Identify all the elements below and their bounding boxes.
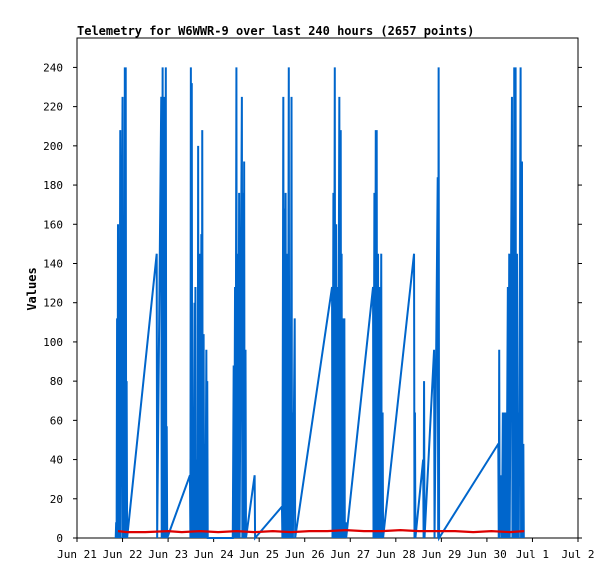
x-tick-label: Jun 28 bbox=[376, 548, 416, 561]
y-axis-label: Values bbox=[25, 267, 39, 310]
plot-area: Jun 21 Jun 22 Jun 23 Jun 24 Jun 25 Jun 26 Jun … bbox=[43, 37, 595, 561]
x-tick-label: Jun 22 bbox=[103, 548, 143, 561]
x-tick-label: Jun 25 bbox=[239, 548, 279, 561]
y-axis: 0 20 40 60 80 100 120 140 160 180 200 220 240 bbox=[43, 61, 582, 545]
y-tick-label: 220 bbox=[43, 101, 63, 114]
y-tick-label: 20 bbox=[50, 493, 63, 506]
x-tick-label: Jun 24 bbox=[194, 548, 234, 561]
y-tick-label: 240 bbox=[43, 61, 63, 74]
y-tick-label: 100 bbox=[43, 336, 63, 349]
y-tick-label: 200 bbox=[43, 140, 63, 153]
series-line-blue bbox=[114, 67, 525, 542]
series-line-red bbox=[117, 529, 525, 534]
x-axis: Jun 21 Jun 22 Jun 23 Jun 24 Jun 25 Jun 26 Jun … bbox=[57, 538, 595, 561]
x-tick-label: Jun 23 bbox=[148, 548, 188, 561]
x-tick-label: Jul 1 bbox=[516, 548, 549, 561]
chart-title: Telemetry for W6WWR-9 over last 240 hour… bbox=[77, 24, 474, 38]
x-tick-label: Jun 21 bbox=[57, 548, 97, 561]
y-tick-label: 60 bbox=[50, 414, 63, 427]
plot-frame bbox=[76, 37, 579, 539]
y-tick-label: 80 bbox=[50, 375, 63, 388]
series-layer bbox=[114, 67, 525, 542]
x-tick-label: Jun 26 bbox=[285, 548, 325, 561]
y-tick-label: 140 bbox=[43, 257, 63, 270]
x-tick-label: Jun 30 bbox=[467, 548, 507, 561]
x-tick-label: Jun 29 bbox=[421, 548, 461, 561]
x-tick-label: Jun 27 bbox=[330, 548, 370, 561]
y-tick-label: 160 bbox=[43, 218, 63, 231]
x-tick-label: Jul 2 bbox=[561, 548, 594, 561]
y-tick-label: 0 bbox=[56, 532, 63, 545]
y-tick-label: 180 bbox=[43, 179, 63, 192]
y-tick-label: 120 bbox=[43, 297, 63, 310]
y-tick-label: 40 bbox=[50, 454, 63, 467]
